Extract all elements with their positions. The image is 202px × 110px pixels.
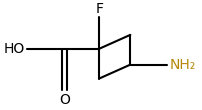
Text: HO: HO <box>4 42 25 56</box>
Text: F: F <box>95 2 103 16</box>
Text: O: O <box>59 93 70 107</box>
Text: NH₂: NH₂ <box>168 58 195 72</box>
